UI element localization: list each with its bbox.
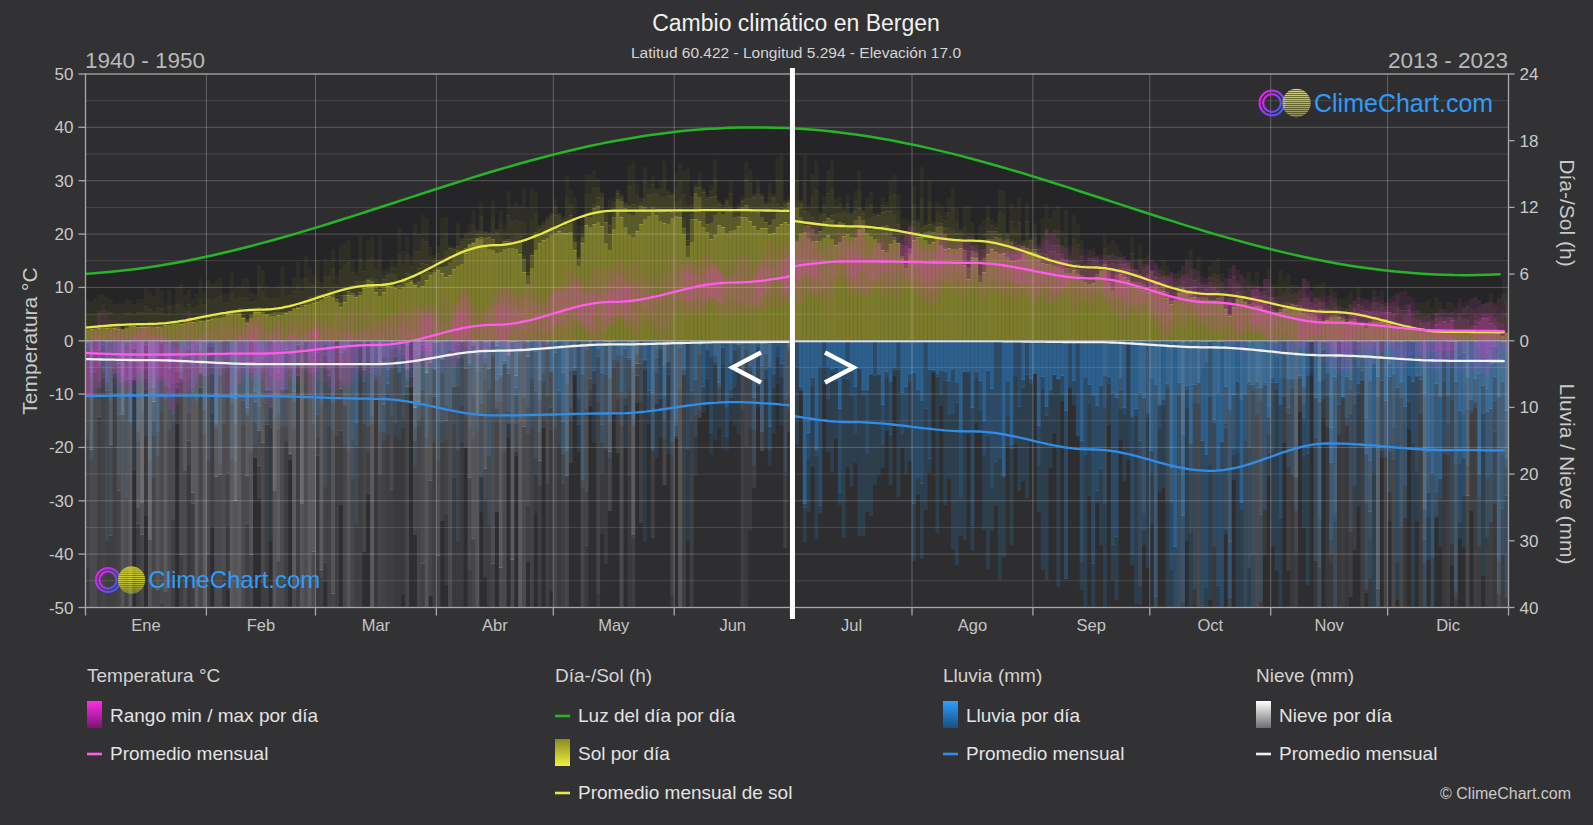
svg-text:20: 20 [1520,465,1539,484]
svg-text:Rango min / max por día: Rango min / max por día [110,705,318,726]
svg-text:0: 0 [64,332,73,351]
svg-text:Temperatura °C: Temperatura °C [18,267,41,414]
svg-text:18: 18 [1520,132,1539,151]
svg-text:ClimeChart.com: ClimeChart.com [1314,89,1493,117]
svg-text:30: 30 [55,172,74,191]
svg-text:May: May [598,616,630,634]
svg-text:Latitud 60.422 - Longitud 5.29: Latitud 60.422 - Longitud 5.294 - Elevac… [631,44,961,61]
svg-text:1940 - 1950: 1940 - 1950 [85,48,205,73]
svg-text:10: 10 [55,278,74,297]
svg-text:0: 0 [1520,332,1529,351]
svg-text:Sep: Sep [1077,616,1106,634]
svg-text:Promedio mensual: Promedio mensual [966,743,1124,764]
svg-text:Día-/Sol (h): Día-/Sol (h) [1556,159,1579,266]
svg-text:Abr: Abr [482,616,508,634]
svg-text:24: 24 [1520,65,1539,84]
svg-text:-10: -10 [49,385,74,404]
svg-text:30: 30 [1520,532,1539,551]
svg-text:Mar: Mar [362,616,391,634]
svg-text:Cambio climático en Bergen: Cambio climático en Bergen [652,10,940,36]
svg-text:Luz del día por día: Luz del día por día [578,705,736,726]
svg-text:Promedio mensual: Promedio mensual [110,743,268,764]
svg-text:12: 12 [1520,198,1539,217]
svg-text:Sol por día: Sol por día [578,743,670,764]
svg-text:Oct: Oct [1197,616,1223,634]
svg-text:Nov: Nov [1315,616,1345,634]
svg-text:6: 6 [1520,265,1529,284]
svg-text:Nieve (mm): Nieve (mm) [1256,665,1354,686]
svg-text:40: 40 [1520,599,1539,618]
svg-text:Feb: Feb [247,616,275,634]
svg-text:20: 20 [55,225,74,244]
svg-text:2013 - 2023: 2013 - 2023 [1388,48,1508,73]
svg-text:-50: -50 [49,599,74,618]
svg-text:-40: -40 [49,545,74,564]
svg-text:Lluvia por día: Lluvia por día [966,705,1081,726]
svg-text:Día-/Sol (h): Día-/Sol (h) [555,665,652,686]
svg-text:Ene: Ene [131,616,160,634]
svg-text:10: 10 [1520,398,1539,417]
svg-text:Promedio mensual de sol: Promedio mensual de sol [578,782,792,803]
svg-text:Lluvia / Nieve (mm): Lluvia / Nieve (mm) [1556,384,1579,565]
svg-text:50: 50 [55,65,74,84]
svg-text:ClimeChart.com: ClimeChart.com [148,566,320,593]
svg-text:40: 40 [55,118,74,137]
svg-text:Jul: Jul [841,616,862,634]
svg-text:-30: -30 [49,492,74,511]
svg-text:© ClimeChart.com: © ClimeChart.com [1440,785,1571,802]
svg-text:Nieve por día: Nieve por día [1279,705,1392,726]
svg-text:Ago: Ago [958,616,987,634]
svg-text:Dic: Dic [1436,616,1460,634]
svg-text:-20: -20 [49,438,74,457]
svg-text:Temperatura °C: Temperatura °C [87,665,220,686]
svg-text:Promedio mensual: Promedio mensual [1279,743,1437,764]
svg-text:Lluvia (mm): Lluvia (mm) [943,665,1042,686]
svg-text:Jun: Jun [719,616,746,634]
